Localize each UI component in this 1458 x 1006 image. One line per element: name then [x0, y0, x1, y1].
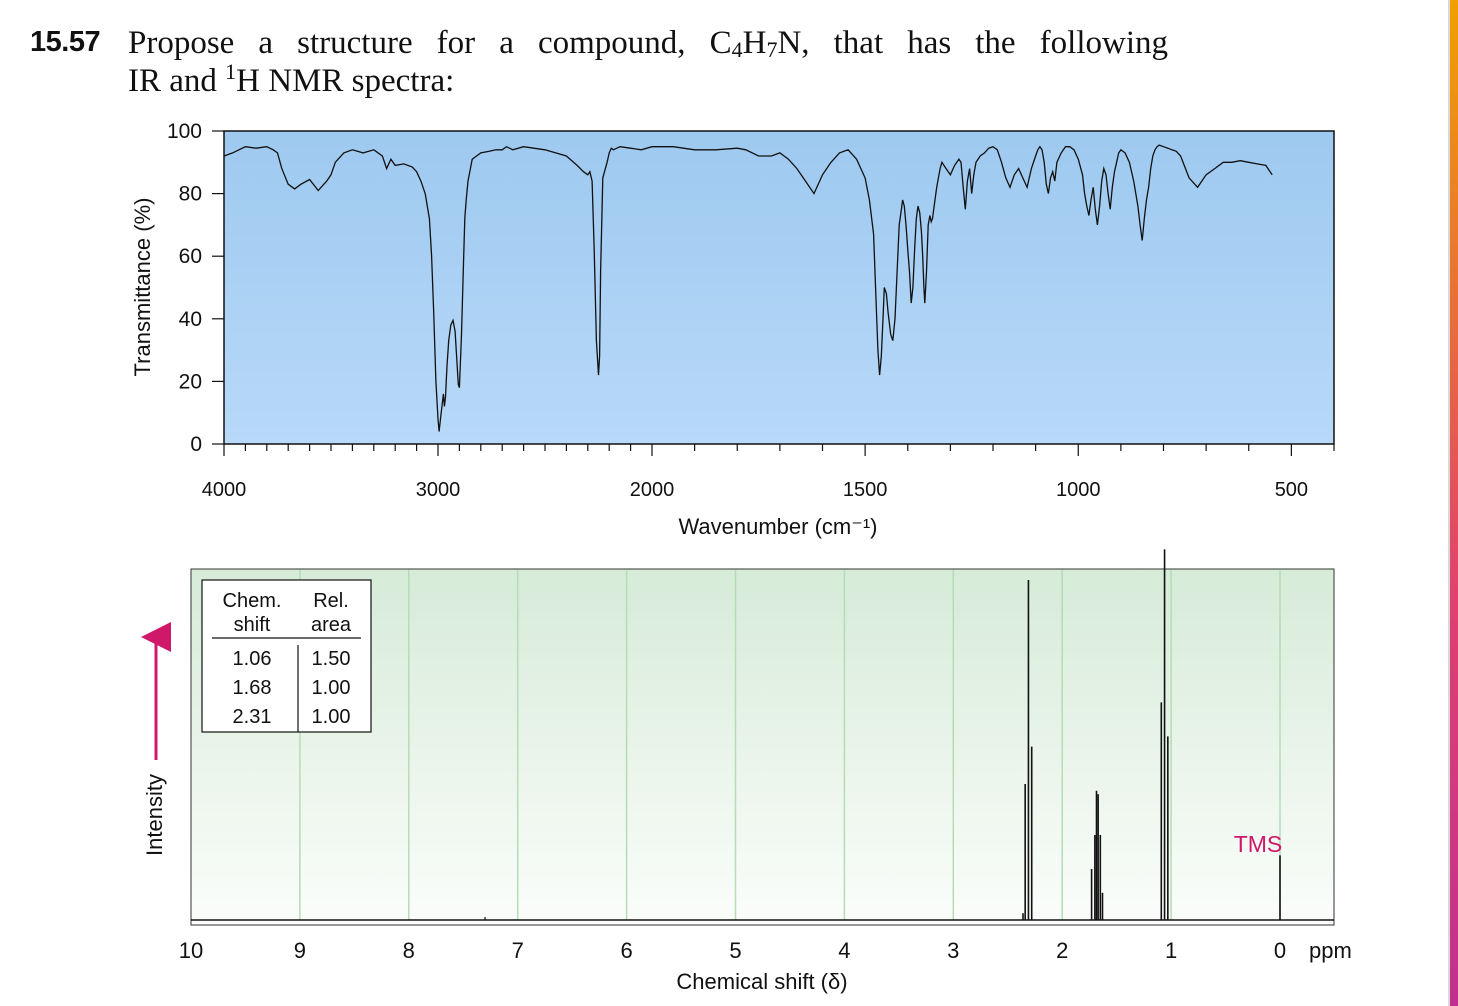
- nmr-x-tick-label: 7: [512, 938, 524, 963]
- ir-x-minor-ticks: [223, 444, 1335, 456]
- ir-x-axis-label: Wavenumber (cm⁻¹): [678, 514, 877, 539]
- ir-y-tick-labels: 0 20 40 60 80 100: [167, 120, 202, 456]
- nmr-plot-area: [190, 568, 1335, 926]
- problem-text-part: IR and: [128, 63, 226, 99]
- ir-y-axis-label: Transmittance (%): [130, 198, 155, 377]
- nmr-x-tick-label: 9: [294, 938, 306, 963]
- ir-x-tick-label: 2000: [630, 479, 675, 501]
- ir-spectrum-chart: 4000 3000 2000 1500 1000 500 0 20 40 60 80 100 Wav…: [130, 120, 1335, 539]
- nmr-peaks: [484, 549, 1281, 920]
- table-header-shift-2: shift: [234, 614, 271, 636]
- nmr-x-tick-label: 5: [729, 938, 741, 963]
- nmr-x-tick-label: 2: [1056, 938, 1068, 963]
- nmr-x-tick-labels: 10 9 8 7 6 5 4 3 2 1 0: [179, 938, 1286, 963]
- nmr-x-tick-label: 10: [179, 938, 203, 963]
- table-header-area-2: area: [311, 614, 352, 636]
- ir-y-tick-label: 60: [179, 245, 202, 268]
- integration-table: Chem. shift Rel. area 1.06 1.50 1.68 1.0…: [201, 579, 372, 733]
- ir-x-tick-labels: 4000 3000 2000 1500 1000 500: [202, 479, 1308, 501]
- superscript-1: 1: [225, 59, 237, 84]
- table-cell: 2.31: [233, 706, 272, 728]
- nmr-x-tick-label: 0: [1274, 938, 1286, 963]
- ir-x-tick-label: 3000: [416, 479, 461, 501]
- nmr-x-unit: ppm: [1309, 938, 1352, 963]
- table-cell: 1.68: [233, 677, 272, 699]
- page-edge-accent: [1450, 0, 1458, 1006]
- problem-text-part: H NMR spectra:: [236, 63, 455, 99]
- table-cell: 1.00: [312, 706, 351, 728]
- problem-number: 15.57: [30, 26, 101, 58]
- ir-x-tick-label: 4000: [202, 479, 247, 501]
- page-edge-divider: [1448, 0, 1450, 1006]
- ir-y-tick-label: 40: [179, 308, 202, 331]
- ir-x-tick-label: 500: [1275, 479, 1308, 501]
- nmr-x-axis-label: Chemical shift (δ): [676, 969, 847, 994]
- ir-y-ticks: [212, 130, 224, 445]
- ir-spectrum-line: [223, 144, 1273, 432]
- ir-x-tick-label: 1000: [1056, 479, 1101, 501]
- ir-y-tick-label: 20: [179, 370, 202, 393]
- nmr-gridlines: [299, 570, 1281, 920]
- tms-annotation: TMS: [1234, 831, 1283, 857]
- problem-text-part: Propose a structure for a compound, C: [128, 25, 732, 61]
- problem-text-part: H: [742, 25, 767, 61]
- subscript-4: 4: [731, 37, 743, 62]
- problem-statement: Propose a structure for a compound, C4H7…: [128, 24, 1168, 100]
- table-cell: 1.00: [312, 677, 351, 699]
- table-cell: 1.50: [312, 648, 351, 670]
- ir-y-tick-label: 0: [190, 433, 202, 456]
- nmr-x-tick-label: 4: [838, 938, 850, 963]
- problem-text-part: N, that has the following: [777, 25, 1168, 61]
- nmr-y-axis-label: Intensity: [142, 774, 167, 856]
- table-cell: 1.06: [233, 648, 272, 670]
- problem-line-1: Propose a structure for a compound, C4H7…: [128, 24, 1168, 62]
- nmr-x-tick-label: 1: [1165, 938, 1177, 963]
- nmr-x-tick-label: 3: [947, 938, 959, 963]
- ir-x-tick-label: 1500: [843, 479, 888, 501]
- ir-y-tick-label: 80: [179, 183, 202, 206]
- nmr-x-tick-label: 8: [403, 938, 415, 963]
- table-header-area-1: Rel.: [313, 590, 349, 612]
- subscript-7: 7: [766, 37, 778, 62]
- ir-y-tick-label: 100: [167, 120, 202, 143]
- nmr-x-tick-label: 6: [620, 938, 632, 963]
- table-header-shift-1: Chem.: [223, 590, 282, 612]
- problem-line-2: IR and 1H NMR spectra:: [128, 59, 1168, 100]
